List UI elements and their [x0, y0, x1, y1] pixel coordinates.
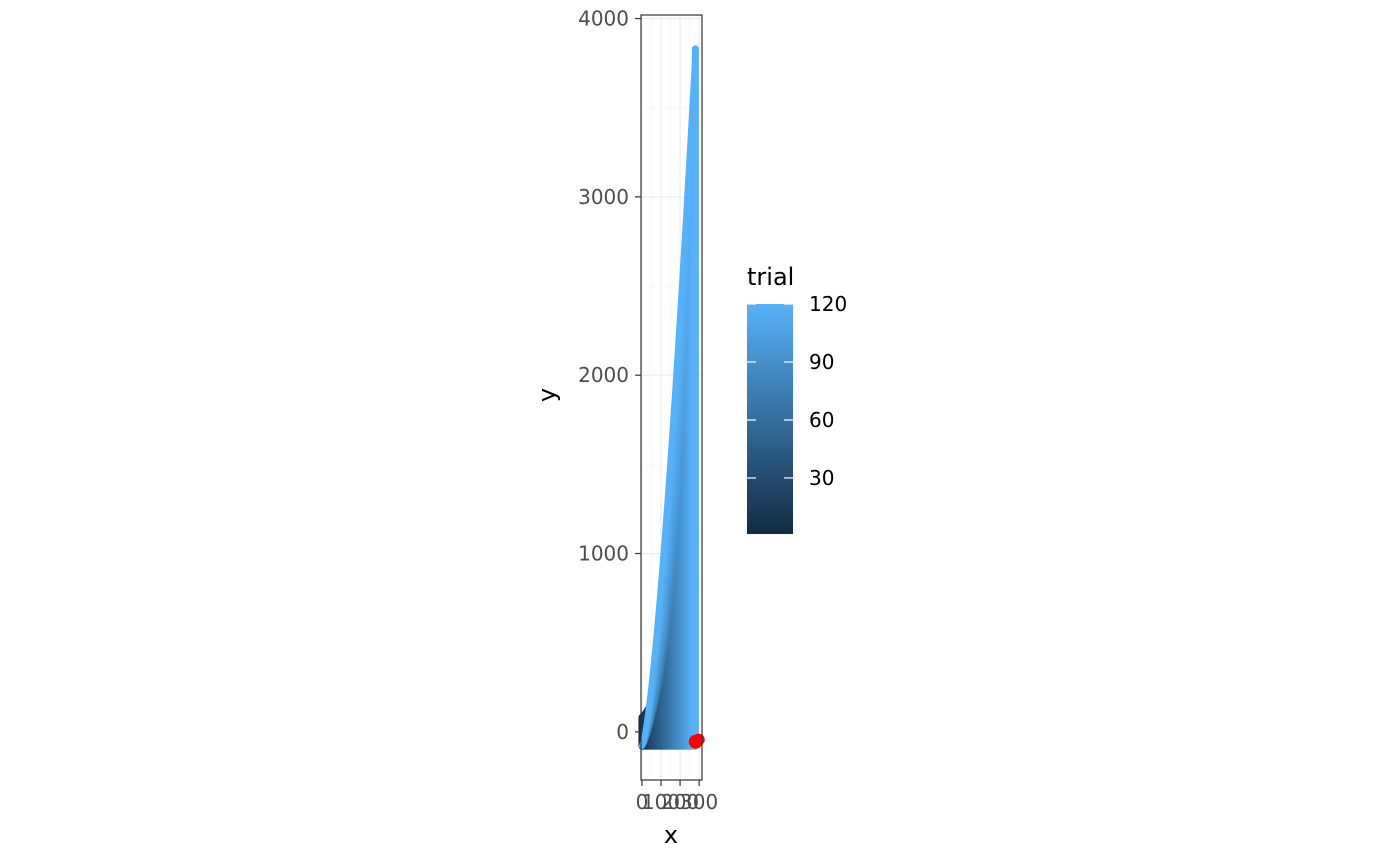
- y-tick-label: 3000: [578, 185, 629, 209]
- x-tick-label: 100: [642, 790, 680, 814]
- highlight-point: [692, 733, 705, 746]
- legend: trial 30 60 90 120: [747, 263, 847, 534]
- x-axis-title: x: [664, 821, 678, 849]
- y-tick-label: 0: [616, 720, 629, 744]
- legend-title: trial: [747, 263, 794, 291]
- y-tick-label: 1000: [578, 542, 629, 566]
- y-tick-label: 4000: [578, 7, 629, 31]
- legend-label: 60: [809, 408, 834, 432]
- data-points: [638, 45, 705, 750]
- y-tick-label: 2000: [578, 363, 629, 387]
- y-axis: 0 1000 2000 3000 4000: [578, 7, 641, 744]
- legend-ticks: 30 60 90 120: [747, 292, 847, 490]
- panel-border: [640, 14, 703, 781]
- trial-series-120: [639, 46, 699, 749]
- legend-colorbar: [747, 304, 793, 534]
- y-axis-title: y: [533, 388, 561, 402]
- x-tick-label: 0: [636, 790, 649, 814]
- x-tick-label: 200: [661, 790, 699, 814]
- legend-label: 120: [809, 292, 847, 316]
- x-tick-label: 300: [680, 790, 718, 814]
- legend-label: 90: [809, 350, 834, 374]
- legend-label: 30: [809, 466, 834, 490]
